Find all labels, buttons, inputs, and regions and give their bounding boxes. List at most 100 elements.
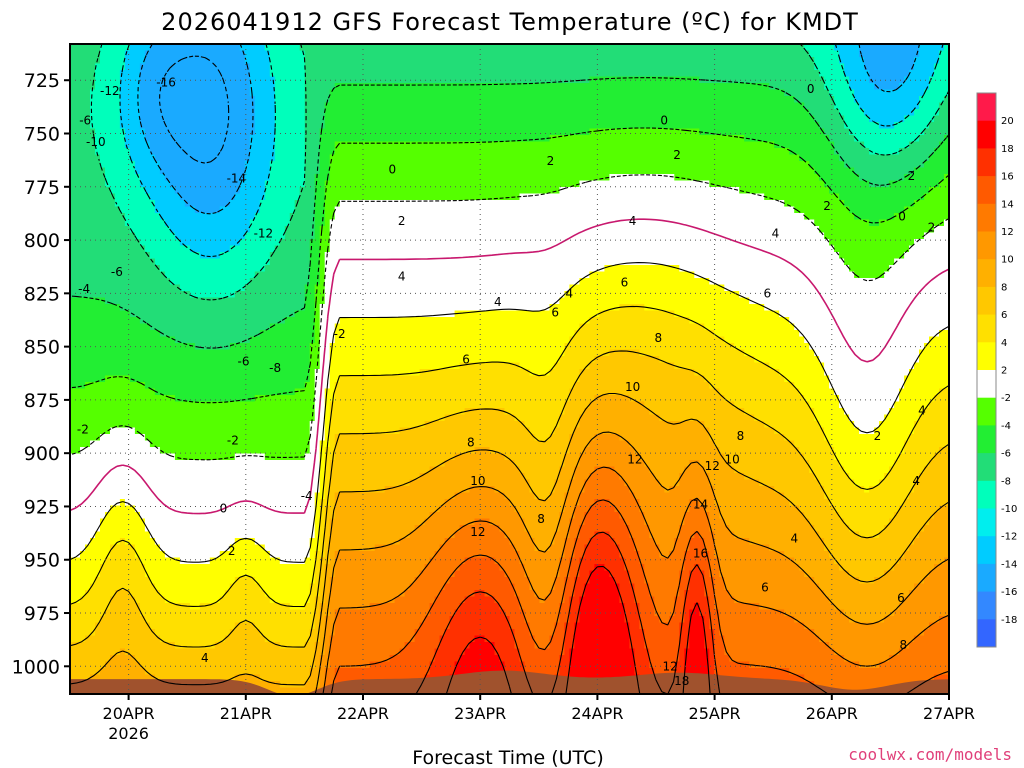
temperature-cell xyxy=(134,544,161,552)
temperature-cell xyxy=(70,421,311,429)
temperature-cell xyxy=(704,505,720,513)
temperature-cell xyxy=(164,219,251,227)
temperature-cell xyxy=(329,96,795,104)
contour-line xyxy=(314,431,949,694)
contour-label: 4 xyxy=(494,295,502,309)
temperature-cell xyxy=(294,310,316,318)
temperature-cell xyxy=(829,642,910,650)
temperature-cell xyxy=(574,538,590,546)
temperature-cell xyxy=(274,122,306,130)
temperature-cell xyxy=(499,655,521,663)
temperature-cell xyxy=(329,421,426,429)
temperature-cell xyxy=(319,564,326,572)
temperature-cell xyxy=(70,232,136,240)
temperature-cell xyxy=(319,135,550,143)
temperature-cell xyxy=(639,349,745,357)
temperature-cell xyxy=(609,174,675,182)
temperature-cell xyxy=(899,603,949,611)
temperature-cell xyxy=(709,278,949,286)
temperature-cell xyxy=(734,343,810,351)
temperature-cell xyxy=(319,141,336,149)
contour-label: 6 xyxy=(621,276,629,290)
temperature-cell xyxy=(529,622,556,630)
temperature-cell xyxy=(619,590,635,598)
temperature-cell xyxy=(314,596,326,604)
temperature-cell xyxy=(644,401,735,409)
colorbar-swatch xyxy=(977,342,996,371)
temperature-cell xyxy=(70,486,321,494)
temperature-cell xyxy=(314,564,321,572)
contour-label: 6 xyxy=(551,306,559,320)
temperature-cell xyxy=(139,109,256,117)
temperature-cell xyxy=(70,616,101,624)
temperature-cell xyxy=(559,525,570,533)
temperature-cell xyxy=(549,304,620,312)
temperature-cell xyxy=(689,609,700,617)
temperature-cell xyxy=(70,492,316,500)
temperature-cell xyxy=(914,109,940,117)
temperature-cell xyxy=(714,596,735,604)
temperature-cell xyxy=(324,531,331,539)
temperature-cell xyxy=(314,291,326,299)
temperature-cell xyxy=(524,564,561,572)
temperature-cell xyxy=(329,466,431,474)
temperature-cell xyxy=(869,76,905,84)
temperature-cell xyxy=(384,486,471,494)
temperature-cell xyxy=(139,180,171,188)
contour-label: -14 xyxy=(227,171,247,185)
temperature-cell xyxy=(269,323,316,331)
x-tick-label: 25APR xyxy=(689,704,741,723)
temperature-cell xyxy=(164,596,221,604)
colorbar-label: 10 xyxy=(1001,255,1014,266)
temperature-cell xyxy=(614,505,640,513)
temperature-cell xyxy=(304,57,815,65)
temperature-cell xyxy=(254,271,311,279)
temperature-cell xyxy=(589,473,620,481)
temperature-cell xyxy=(414,577,451,585)
temperature-cell xyxy=(429,603,461,611)
contour-label: 2 xyxy=(928,220,936,234)
temperature-cell xyxy=(334,323,580,331)
temperature-cell xyxy=(129,590,161,598)
temperature-cell xyxy=(744,135,830,143)
temperature-cell xyxy=(689,538,705,546)
temperature-cell xyxy=(819,174,860,182)
temperature-cell xyxy=(114,193,151,201)
temperature-cell xyxy=(324,505,336,513)
temperature-cell xyxy=(679,525,710,533)
temperature-cell xyxy=(329,349,565,357)
temperature-cell xyxy=(724,395,805,403)
temperature-cell xyxy=(264,590,311,598)
temperature-cell xyxy=(319,479,326,487)
temperature-cell xyxy=(459,655,501,663)
temperature-cell xyxy=(579,609,625,617)
temperature-cell xyxy=(809,109,840,117)
temperature-cell xyxy=(714,668,790,676)
temperature-cell xyxy=(304,148,321,156)
temperature-cell xyxy=(174,453,236,461)
temperature-cell xyxy=(814,219,870,227)
temperature-cell xyxy=(654,473,680,481)
temperature-cell xyxy=(494,648,521,656)
y-tick-label: 725 xyxy=(24,70,60,92)
temperature-cell xyxy=(90,96,121,104)
temperature-cell xyxy=(639,622,680,630)
temperature-cell xyxy=(144,135,251,143)
temperature-cell xyxy=(504,492,536,500)
temperature-cell xyxy=(924,193,949,201)
temperature-cell xyxy=(919,135,945,143)
temperature-cell xyxy=(649,590,680,598)
temperature-cell xyxy=(439,544,516,552)
temperature-cell xyxy=(274,96,306,104)
temperature-cell xyxy=(784,375,830,383)
temperature-cell xyxy=(749,538,825,546)
temperature-cell xyxy=(309,629,321,637)
temperature-cell xyxy=(569,596,580,604)
temperature-cell xyxy=(314,414,326,422)
temperature-cell xyxy=(934,512,949,520)
temperature-cell xyxy=(159,161,246,169)
temperature-cell xyxy=(129,226,171,234)
temperature-cell xyxy=(110,505,136,513)
temperature-cell xyxy=(884,473,920,481)
temperature-cell xyxy=(100,161,136,169)
